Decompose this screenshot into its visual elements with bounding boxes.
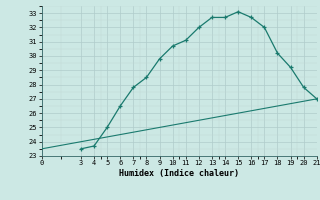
X-axis label: Humidex (Indice chaleur): Humidex (Indice chaleur) (119, 169, 239, 178)
